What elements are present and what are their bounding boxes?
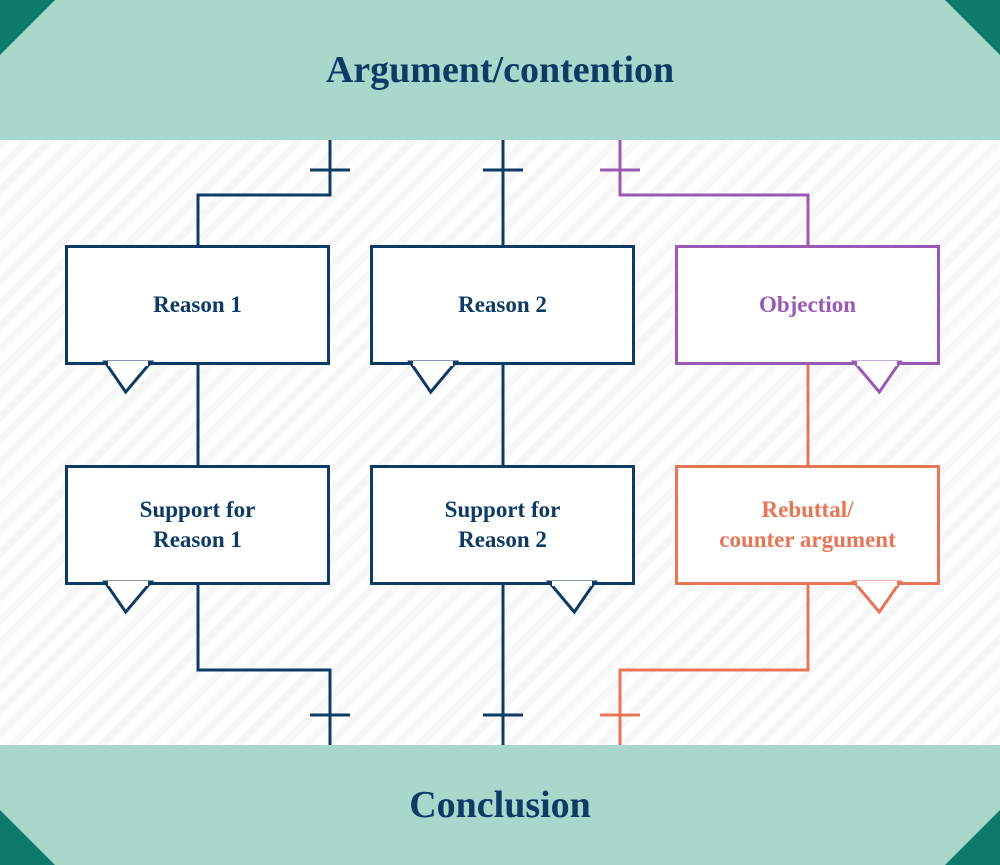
box-support2: Support for Reason 2 — [370, 465, 635, 585]
header-bar: Argument/contention — [0, 0, 1000, 140]
speech-tail-reason2 — [410, 362, 456, 396]
footer-title: Conclusion — [409, 783, 591, 827]
corner-triangle-tr — [945, 0, 1000, 55]
box-support1: Support for Reason 1 — [65, 465, 330, 585]
box-label-reason2: Reason 2 — [448, 290, 557, 320]
box-label-support2: Support for Reason 2 — [435, 495, 571, 555]
speech-tail-reason1 — [105, 362, 151, 396]
corner-triangle-br — [945, 810, 1000, 865]
middle-background — [0, 140, 1000, 745]
box-reason2: Reason 2 — [370, 245, 635, 365]
speech-tail-support1 — [105, 582, 151, 616]
speech-tail-support2 — [549, 582, 595, 616]
speech-tail-rebuttal — [854, 582, 900, 616]
speech-tail-objection — [854, 362, 900, 396]
box-label-reason1: Reason 1 — [143, 290, 252, 320]
box-rebuttal: Rebuttal/ counter argument — [675, 465, 940, 585]
box-label-rebuttal: Rebuttal/ counter argument — [709, 495, 906, 555]
argument-diagram: Argument/contention Conclusion Reason 1 R… — [0, 0, 1000, 865]
box-objection: Objection — [675, 245, 940, 365]
box-label-objection: Objection — [749, 290, 866, 320]
corner-triangle-tl — [0, 0, 55, 55]
header-title: Argument/contention — [326, 48, 674, 92]
corner-triangle-bl — [0, 810, 55, 865]
footer-bar: Conclusion — [0, 745, 1000, 865]
box-reason1: Reason 1 — [65, 245, 330, 365]
box-label-support1: Support for Reason 1 — [130, 495, 266, 555]
